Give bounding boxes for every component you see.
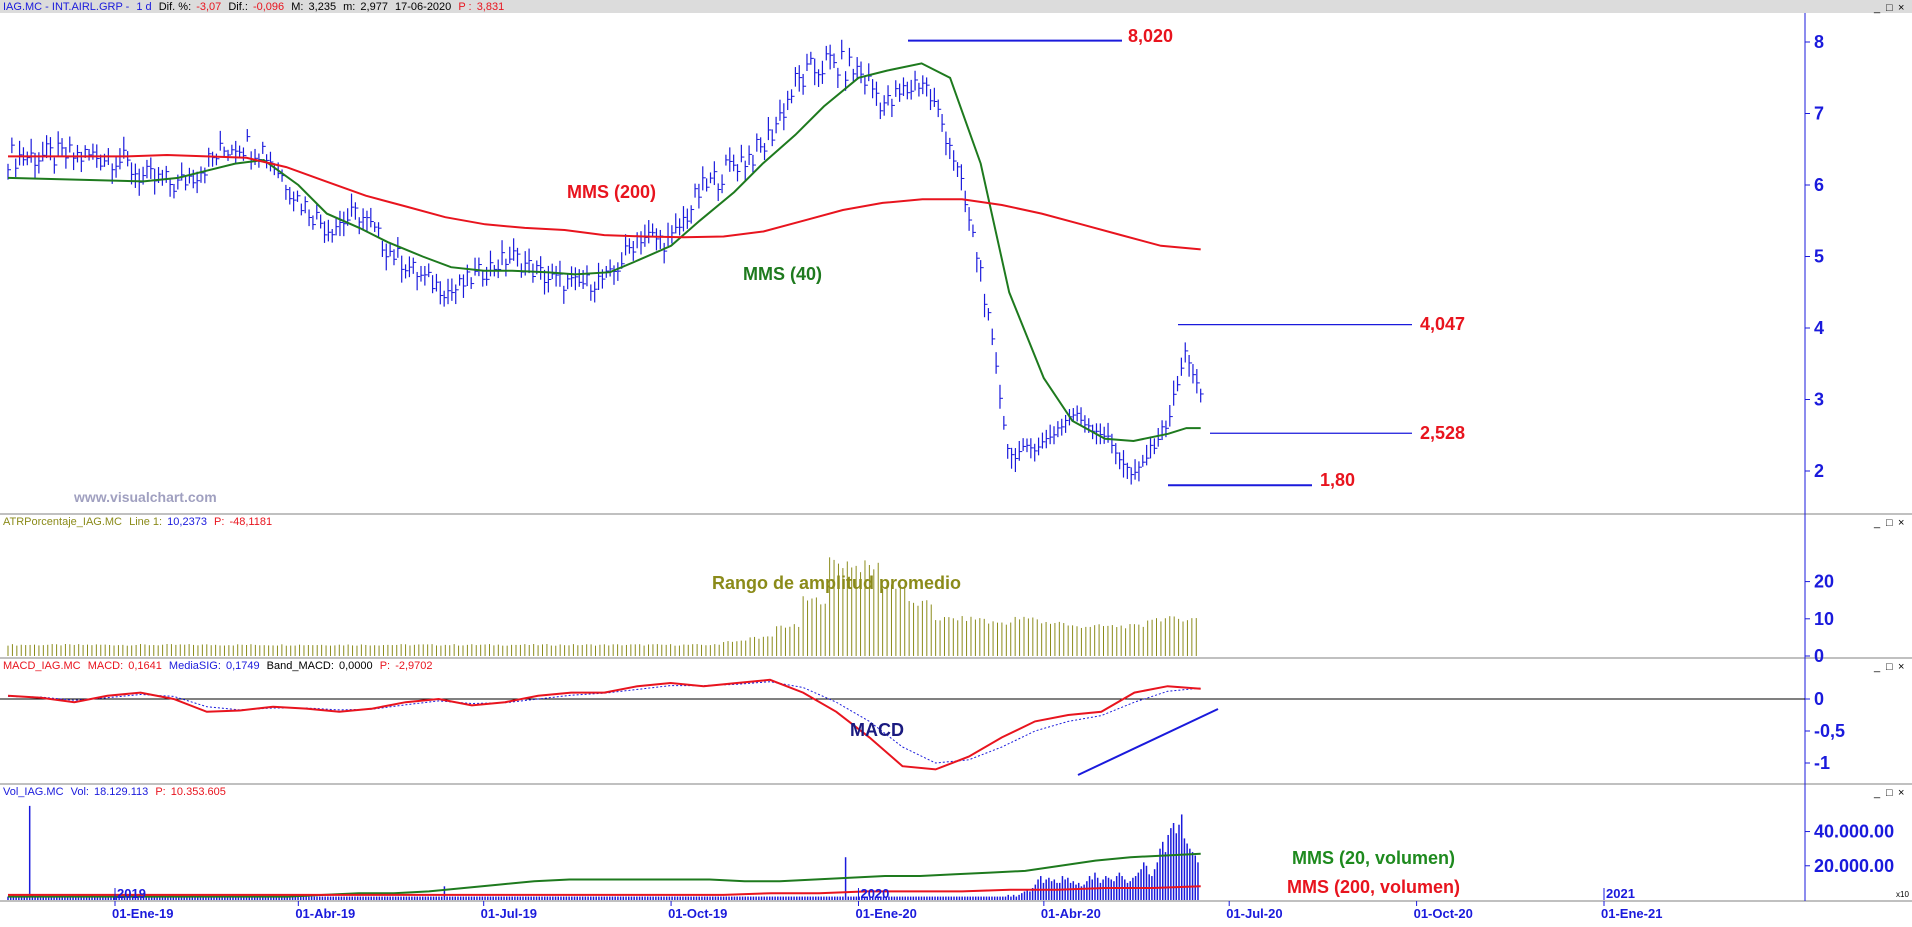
y-tick-label: -1 xyxy=(1814,753,1830,773)
y-tick-label: -0,5 xyxy=(1814,721,1845,741)
x-multiplier-label: x10 xyxy=(1896,890,1909,899)
vol-mms200-line xyxy=(8,885,1201,896)
minimize-icon[interactable]: _ xyxy=(1873,2,1881,14)
vol-mms200-label: MMS (200, volumen) xyxy=(1287,877,1460,897)
close-icon[interactable]: × xyxy=(1898,517,1904,529)
macd-window-controls[interactable]: _ □ × xyxy=(1873,661,1904,673)
atr-window-controls[interactable]: _ □ × xyxy=(1873,517,1904,529)
watermark: www.visualchart.com xyxy=(73,489,217,505)
minimize-icon[interactable]: _ xyxy=(1873,661,1881,673)
year-label: 2021 xyxy=(1606,886,1635,901)
vol-mms20-label: MMS (20, volumen) xyxy=(1292,848,1455,868)
x-tick-label: 01-Abr-19 xyxy=(295,906,355,921)
price-header: IAG.MC - INT.AIRL.GRP - 1 d Dif. %: -3,0… xyxy=(3,1,504,13)
price-panel-header xyxy=(0,0,1912,13)
y-tick-label: 5 xyxy=(1814,247,1824,267)
price-window-controls[interactable]: _ □ × xyxy=(1873,2,1904,14)
macd-panel-header xyxy=(0,659,1912,672)
y-tick-label: 2 xyxy=(1814,461,1824,481)
y-tick-label: 0 xyxy=(1814,646,1824,666)
vol-mms20-line xyxy=(8,852,1201,898)
x-tick-label: 01-Jul-19 xyxy=(481,906,537,921)
minimize-icon[interactable]: _ xyxy=(1873,517,1881,529)
macd-signal-line xyxy=(7,681,1201,764)
atr-panel-header xyxy=(0,515,1912,528)
y-tick-label: 4 xyxy=(1814,318,1824,338)
level-resist-label: 4,047 xyxy=(1420,314,1465,334)
maximize-icon[interactable]: □ xyxy=(1886,2,1893,14)
y-tick-label: 8 xyxy=(1814,32,1824,52)
maximize-icon[interactable]: □ xyxy=(1886,517,1893,529)
y-tick-label: 20 xyxy=(1814,572,1834,592)
y-tick-label: 6 xyxy=(1814,175,1824,195)
macd-line xyxy=(7,678,1201,771)
macd-trendline xyxy=(1077,708,1219,776)
close-icon[interactable]: × xyxy=(1898,2,1904,14)
mms40-line xyxy=(7,62,1201,443)
level-low-label: 1,80 xyxy=(1320,470,1355,490)
y-tick-label: 7 xyxy=(1814,104,1824,124)
mms200-label: MMS (200) xyxy=(567,182,656,202)
y-tick-label: 0 xyxy=(1814,689,1824,709)
y-tick-label: 20.000.00 xyxy=(1814,856,1894,876)
year-label: 2019 xyxy=(117,886,146,901)
mms200-line xyxy=(8,153,1201,251)
close-icon[interactable]: × xyxy=(1898,787,1904,799)
macd-header: MACD_IAG.MC MACD: 0,1641 MediaSIG: 0,174… xyxy=(3,660,433,672)
minimize-icon[interactable]: _ xyxy=(1873,787,1881,799)
atr-title: Rango de amplitud promedio xyxy=(712,573,961,593)
maximize-icon[interactable]: □ xyxy=(1886,661,1893,673)
level-high-label: 8,020 xyxy=(1128,26,1173,46)
volume-header: Vol_IAG.MC Vol: 18.129.113 P: 10.353.605 xyxy=(3,786,226,798)
y-tick-label: 40.000.00 xyxy=(1814,822,1894,842)
x-tick-label: 01-Ene-21 xyxy=(1601,906,1662,921)
macd-title: MACD xyxy=(850,720,904,740)
mms40-label: MMS (40) xyxy=(743,264,822,284)
y-tick-label: 10 xyxy=(1814,609,1834,629)
year-label: 2020 xyxy=(860,886,889,901)
atr-header: ATRPorcentaje_IAG.MC Line 1: 10,2373 P: … xyxy=(3,516,272,528)
x-tick-label: 01-Ene-19 xyxy=(112,906,173,921)
maximize-icon[interactable]: □ xyxy=(1886,787,1893,799)
x-tick-label: 01-Oct-20 xyxy=(1414,906,1473,921)
x-tick-label: 01-Ene-20 xyxy=(855,906,916,921)
x-tick-label: 01-Jul-20 xyxy=(1226,906,1282,921)
level-support-label: 2,528 xyxy=(1420,423,1465,443)
volume-window-controls[interactable]: _ □ × xyxy=(1873,787,1904,799)
y-tick-label: 3 xyxy=(1814,390,1824,410)
close-icon[interactable]: × xyxy=(1898,661,1904,673)
volume-panel-header xyxy=(0,785,1912,798)
x-tick-label: 01-Abr-20 xyxy=(1041,906,1101,921)
x-tick-label: 01-Oct-19 xyxy=(668,906,727,921)
